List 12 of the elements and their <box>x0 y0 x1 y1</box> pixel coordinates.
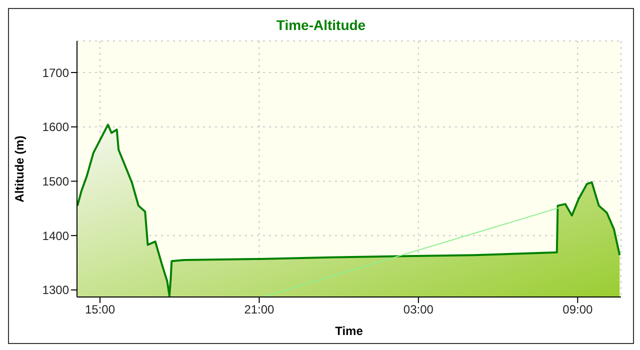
y-tick-label: 1400 <box>42 228 70 243</box>
chart-title: Time-Altitude <box>275 17 367 35</box>
x-tick-label: 03:00 <box>403 302 434 317</box>
x-tick-label: 21:00 <box>244 302 275 317</box>
x-tick-label: 09:00 <box>562 302 593 317</box>
y-tick-label: 1700 <box>42 66 70 80</box>
y-tick-label: 1300 <box>42 283 70 298</box>
y-tick-label: 1600 <box>42 120 70 134</box>
y-axis-title: Altitude (m) <box>12 136 26 202</box>
y-tick-label: 1500 <box>42 174 70 188</box>
x-axis-title: Time <box>335 324 364 338</box>
x-tick-label: 15:00 <box>84 302 116 317</box>
